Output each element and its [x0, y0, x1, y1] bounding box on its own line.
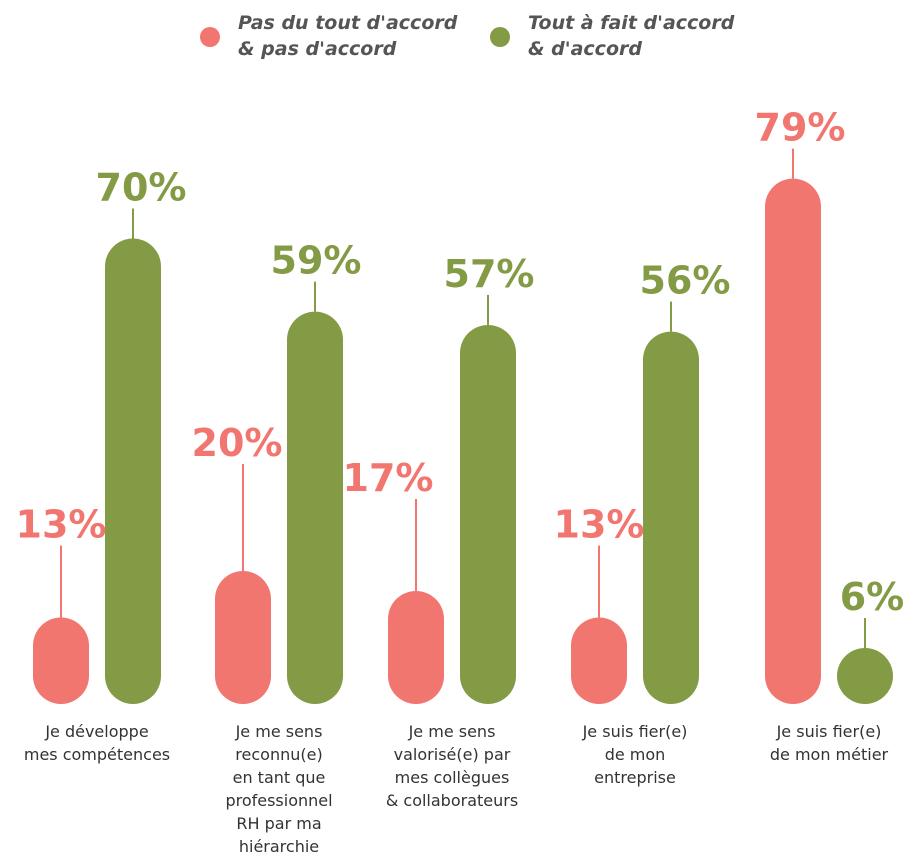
bar-1-4: [837, 648, 893, 704]
value-label-1-2: 57%: [444, 252, 535, 296]
category-label-0-0: Je développe: [44, 722, 148, 741]
bar-1-2: [460, 324, 516, 704]
value-label-0-3: 13%: [554, 503, 645, 547]
category-label-2-3: & collaborateurs: [386, 791, 518, 810]
category-labels: Je développe mes compétences Je me sens rec…: [24, 722, 889, 856]
category-label-1-1: reconnu(e): [235, 745, 322, 764]
legend-label-0-0: Pas du tout d'accord: [238, 12, 458, 34]
value-label-1-1: 59%: [271, 239, 362, 283]
bars-group: 13% 20% 17% 13% 79% 70% 59% 57% 56% 6%: [16, 106, 905, 704]
value-label-0-1: 20%: [192, 421, 283, 465]
bar-1-1: [287, 311, 343, 704]
value-label-1-0: 70%: [96, 166, 187, 210]
category-label-3-1: de mon: [605, 745, 666, 764]
value-label-0-0: 13%: [16, 503, 107, 547]
bar-1-3: [643, 331, 699, 704]
category-label-3-0: Je suis fier(e): [582, 722, 688, 741]
value-label-1-4: 6%: [840, 575, 905, 619]
bar-0-4: [765, 178, 821, 704]
category-label-4-1: de mon métier: [770, 745, 889, 764]
legend-swatch-1: [490, 27, 510, 47]
value-label-1-3: 56%: [640, 259, 731, 303]
bar-0-3: [571, 617, 627, 704]
category-label-1-4: RH par ma: [236, 814, 321, 833]
bar-0-1: [215, 571, 271, 704]
bar-0-0: [33, 617, 89, 704]
legend-label-0-1: & pas d'accord: [238, 38, 397, 60]
category-label-2-0: Je me sens: [408, 722, 496, 741]
legend-label-1-1: & d'accord: [528, 38, 642, 60]
legend-label-1-0: Tout à fait d'accord: [528, 12, 735, 34]
value-label-0-4: 79%: [755, 106, 846, 150]
bar-0-2: [388, 590, 444, 704]
category-label-2-1: valorisé(e) par: [394, 745, 511, 764]
category-label-4-0: Je suis fier(e): [776, 722, 882, 741]
legend: Pas du tout d'accord & pas d'accord Tout à…: [200, 12, 735, 60]
category-label-1-3: professionnel: [225, 791, 332, 810]
category-label-0-1: mes compétences: [24, 745, 170, 764]
value-label-0-2: 17%: [343, 456, 434, 500]
category-label-2-2: mes collègues: [395, 768, 510, 787]
legend-swatch-0: [200, 27, 220, 47]
category-label-1-2: en tant que: [233, 768, 326, 787]
category-label-3-2: entreprise: [594, 768, 676, 787]
bar-1-0: [105, 238, 161, 704]
category-label-1-0: Je me sens: [235, 722, 323, 741]
category-label-1-5: hiérarchie: [239, 837, 319, 856]
